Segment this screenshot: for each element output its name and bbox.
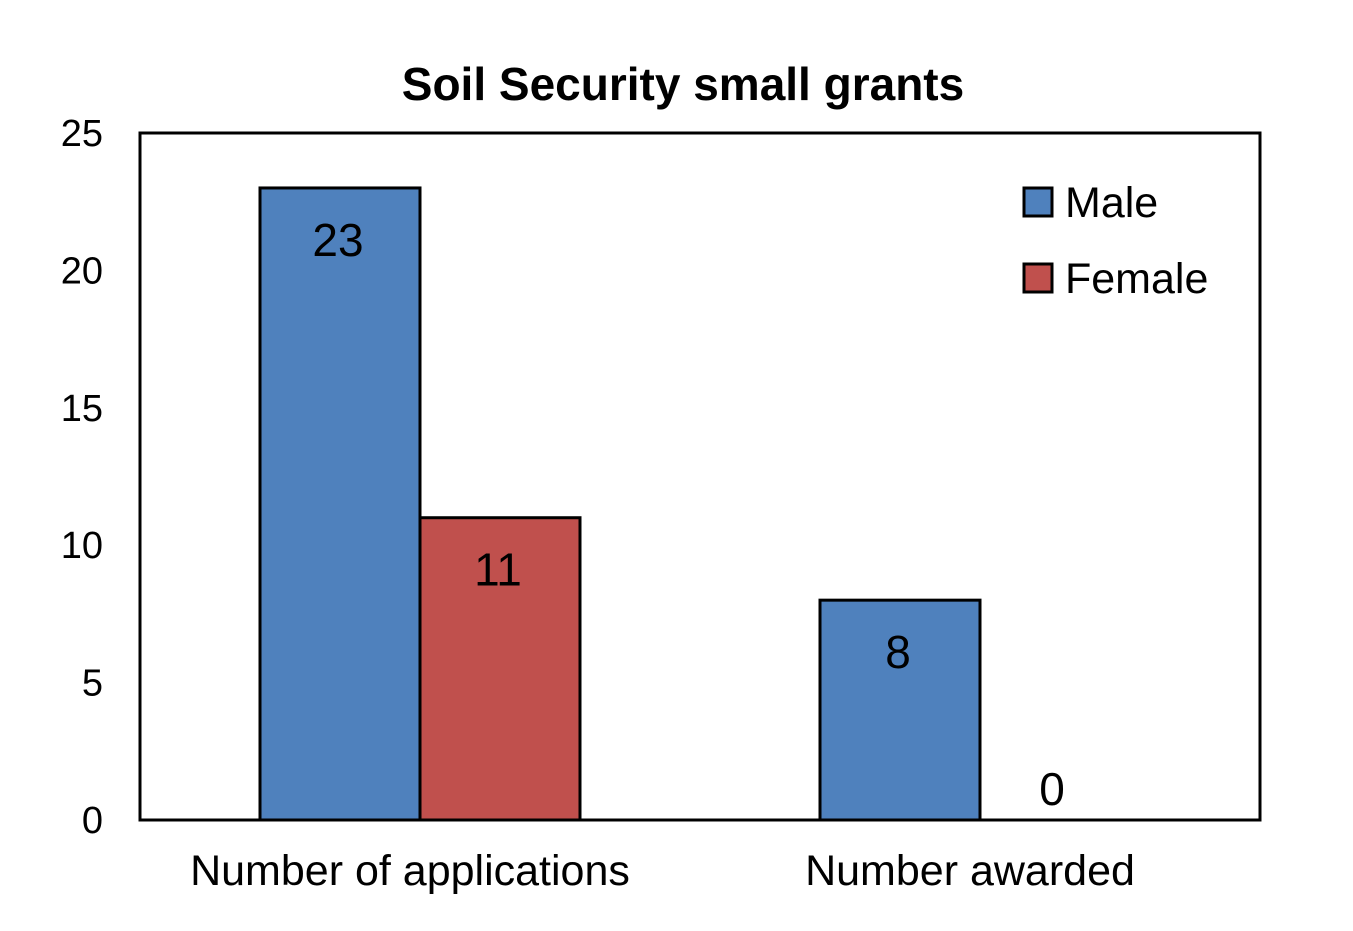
x-category-label: Number of applications xyxy=(190,847,630,895)
bars xyxy=(258,186,982,822)
data-label: 11 xyxy=(474,544,522,596)
x-category-label: Number awarded xyxy=(805,847,1135,895)
bar-male-1 xyxy=(258,186,422,822)
legend: Male Female xyxy=(1022,179,1208,303)
y-tick-label: 10 xyxy=(61,525,103,567)
legend-swatch xyxy=(1022,262,1054,294)
legend-label: Female xyxy=(1065,255,1208,303)
chart-title: Soil Security small grants xyxy=(402,58,964,110)
y-tick-label: 0 xyxy=(82,800,103,842)
x-axis: Number of applications Number awarded xyxy=(190,847,1135,895)
data-labels: 23 11 8 0 xyxy=(312,214,1064,815)
y-tick-label: 20 xyxy=(61,250,103,292)
bar-male-2 xyxy=(818,598,982,822)
data-label: 0 xyxy=(1039,763,1065,815)
data-label: 23 xyxy=(312,214,363,266)
legend-swatch xyxy=(1022,186,1054,218)
y-axis: 0 5 10 15 20 25 xyxy=(61,113,103,842)
y-tick-label: 15 xyxy=(61,388,103,430)
data-label: 8 xyxy=(885,626,911,678)
bar-female-1 xyxy=(418,516,582,822)
plot-area xyxy=(138,131,1262,822)
y-tick-label: 5 xyxy=(82,663,103,705)
legend-label: Male xyxy=(1065,179,1158,227)
y-tick-label: 25 xyxy=(61,113,103,155)
